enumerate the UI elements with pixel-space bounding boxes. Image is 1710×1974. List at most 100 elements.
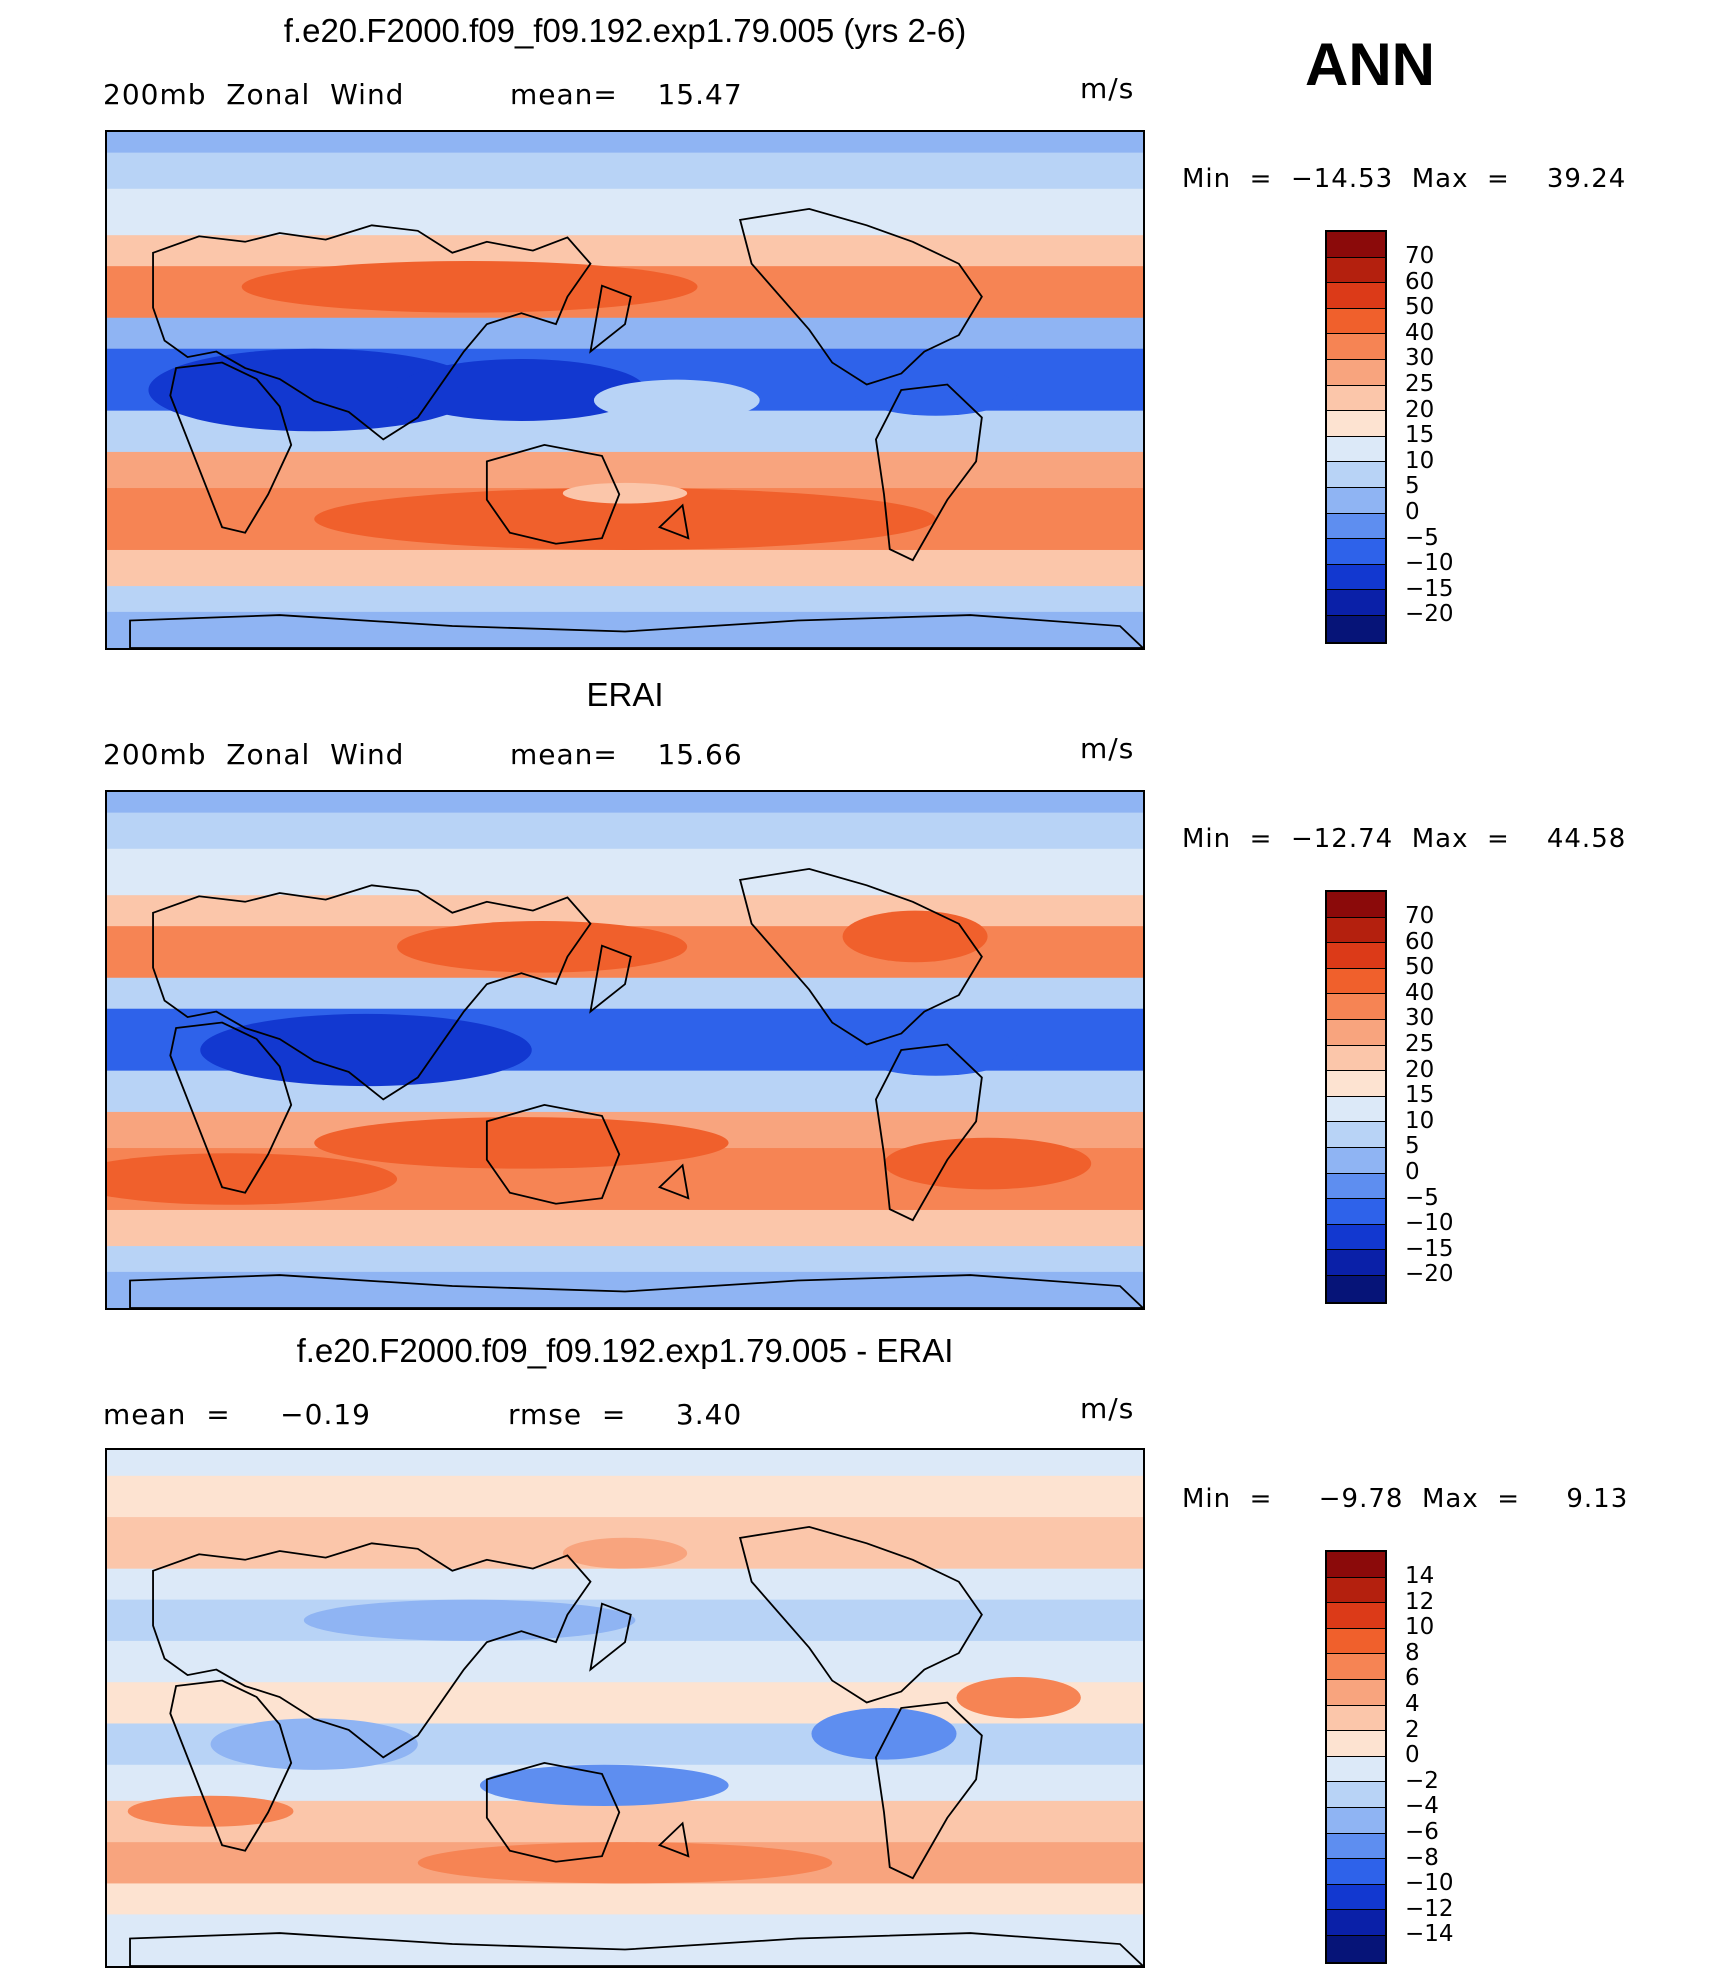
colorbar-swatch bbox=[1327, 590, 1385, 616]
colorbar-tick-label: −5 bbox=[1405, 1184, 1439, 1211]
colorbar-swatch bbox=[1327, 917, 1385, 944]
panel-1-mean-label: mean= 15.47 bbox=[510, 78, 743, 111]
colorbar-swatch bbox=[1327, 513, 1385, 540]
panel-3-colorbar-ticks: 14 12 10 8 6 4 2 0 −2 −4 −6 −8 −10 −12 −14 bbox=[1405, 1563, 1454, 1948]
colorbar-tick-label: 40 bbox=[1405, 319, 1435, 346]
colorbar-tick-label: −20 bbox=[1405, 1261, 1454, 1288]
colorbar-swatch bbox=[1327, 1884, 1385, 1911]
colorbar-swatch bbox=[1327, 257, 1385, 284]
panel-2-colorbar bbox=[1325, 890, 1387, 1304]
field-band bbox=[107, 1450, 1143, 1477]
panel-2-colorbar-ticks: 70 60 50 40 30 25 20 15 10 5 0 −5 −10 −15 −20 bbox=[1405, 903, 1454, 1288]
colorbar-swatch bbox=[1327, 1250, 1385, 1276]
colorbar-tick-label: −15 bbox=[1405, 575, 1454, 602]
field-contour bbox=[397, 359, 646, 421]
field-band bbox=[107, 132, 1143, 154]
colorbar-tick-label: 40 bbox=[1405, 979, 1435, 1006]
colorbar-swatch bbox=[1327, 1731, 1385, 1757]
colorbar-tick-label: 4 bbox=[1405, 1690, 1420, 1717]
season-label: ANN bbox=[1305, 31, 1435, 98]
colorbar-swatch bbox=[1327, 994, 1385, 1020]
colorbar-tick-label: −8 bbox=[1405, 1844, 1439, 1871]
colorbar-tick-label: 70 bbox=[1405, 243, 1435, 269]
panel-2-mean-label: mean= 15.66 bbox=[510, 738, 743, 771]
colorbar-tick-label: 50 bbox=[1405, 954, 1435, 981]
colorbar-tick-label: 60 bbox=[1405, 268, 1435, 295]
panel-2-title: ERAI bbox=[586, 676, 664, 713]
panel-1-map bbox=[105, 130, 1145, 650]
colorbar-swatch bbox=[1327, 334, 1385, 360]
field-contour bbox=[479, 1764, 729, 1807]
colorbar-tick-label: 8 bbox=[1405, 1639, 1420, 1666]
field-band bbox=[107, 586, 1143, 613]
colorbar-tick-label: 0 bbox=[1405, 498, 1420, 525]
colorbar-tick-label: 10 bbox=[1405, 1107, 1435, 1134]
field-band bbox=[107, 188, 1143, 237]
colorbar-swatch bbox=[1327, 1603, 1385, 1629]
field-contour bbox=[956, 1677, 1081, 1719]
colorbar-swatch bbox=[1327, 1071, 1385, 1097]
colorbar-swatch bbox=[1327, 615, 1385, 642]
panel-3-map bbox=[105, 1448, 1145, 1968]
colorbar-tick-label: 30 bbox=[1405, 345, 1435, 372]
colorbar-swatch bbox=[1327, 232, 1385, 258]
colorbar-tick-label: −5 bbox=[1405, 524, 1439, 551]
panel-3-colorbar bbox=[1325, 1550, 1387, 1964]
field-contour bbox=[314, 1117, 729, 1169]
colorbar-swatch bbox=[1327, 411, 1385, 437]
colorbar-swatch bbox=[1327, 1935, 1385, 1962]
colorbar-swatch bbox=[1327, 385, 1385, 412]
colorbar-swatch bbox=[1327, 1224, 1385, 1251]
colorbar-tick-label: 70 bbox=[1405, 903, 1435, 929]
colorbar-swatch bbox=[1327, 1756, 1385, 1783]
colorbar-tick-label: 15 bbox=[1405, 1082, 1435, 1109]
colorbar-swatch bbox=[1327, 564, 1385, 591]
field-band bbox=[107, 1209, 1143, 1248]
field-band bbox=[107, 812, 1143, 850]
field-contour bbox=[852, 364, 1019, 416]
field-contour bbox=[842, 910, 988, 963]
colorbar-tick-label: 0 bbox=[1405, 1158, 1420, 1185]
colorbar-tick-label: 10 bbox=[1405, 1614, 1435, 1641]
field-band bbox=[107, 611, 1143, 648]
colorbar-swatch bbox=[1327, 1910, 1385, 1936]
colorbar-swatch bbox=[1327, 308, 1385, 335]
colorbar-tick-label: −12 bbox=[1405, 1895, 1454, 1922]
colorbar-tick-label: −4 bbox=[1405, 1793, 1439, 1820]
colorbar-tick-label: −14 bbox=[1405, 1921, 1454, 1948]
field-contour bbox=[417, 1842, 833, 1884]
coastlines bbox=[129, 1525, 1143, 1966]
colorbar-tick-label: 15 bbox=[1405, 422, 1435, 449]
colorbar-swatch bbox=[1327, 487, 1385, 514]
field-contour bbox=[884, 1137, 1092, 1190]
colorbar-swatch bbox=[1327, 1833, 1385, 1860]
colorbar-tick-label: 20 bbox=[1405, 396, 1435, 423]
field-band bbox=[107, 152, 1143, 190]
colorbar-tick-label: 5 bbox=[1405, 1133, 1420, 1160]
panel-2-map bbox=[105, 790, 1145, 1310]
colorbar-tick-label: −10 bbox=[1405, 1870, 1454, 1897]
field-band bbox=[107, 895, 1143, 928]
field-contour bbox=[303, 1599, 636, 1641]
field-contour bbox=[593, 379, 760, 421]
colorbar-swatch bbox=[1327, 1705, 1385, 1732]
colorbar-swatch bbox=[1327, 436, 1385, 463]
colorbar-tick-label: 60 bbox=[1405, 928, 1435, 955]
field-band bbox=[107, 1640, 1143, 1684]
colorbar-tick-label: 25 bbox=[1405, 370, 1435, 397]
colorbar-swatch bbox=[1327, 1859, 1385, 1885]
field-contour bbox=[107, 1153, 398, 1205]
colorbar-swatch bbox=[1327, 539, 1385, 565]
field-contour bbox=[811, 1708, 957, 1760]
colorbar-swatch bbox=[1327, 1654, 1385, 1680]
coastlines bbox=[129, 207, 1143, 648]
colorbar-tick-label: −10 bbox=[1405, 550, 1454, 577]
colorbar-swatch bbox=[1327, 1045, 1385, 1072]
colorbar-swatch bbox=[1327, 462, 1385, 488]
colorbar-swatch bbox=[1327, 283, 1385, 309]
panel-3-rmse-label: rmse = 3.40 bbox=[508, 1398, 743, 1431]
colorbar-tick-label: 2 bbox=[1405, 1716, 1420, 1743]
colorbar-tick-label: 20 bbox=[1405, 1056, 1435, 1083]
panel-1-colorbar-ticks: 70 60 50 40 30 25 20 15 10 5 0 −5 −10 −15 −20 bbox=[1405, 243, 1454, 628]
field-contour bbox=[562, 482, 688, 504]
